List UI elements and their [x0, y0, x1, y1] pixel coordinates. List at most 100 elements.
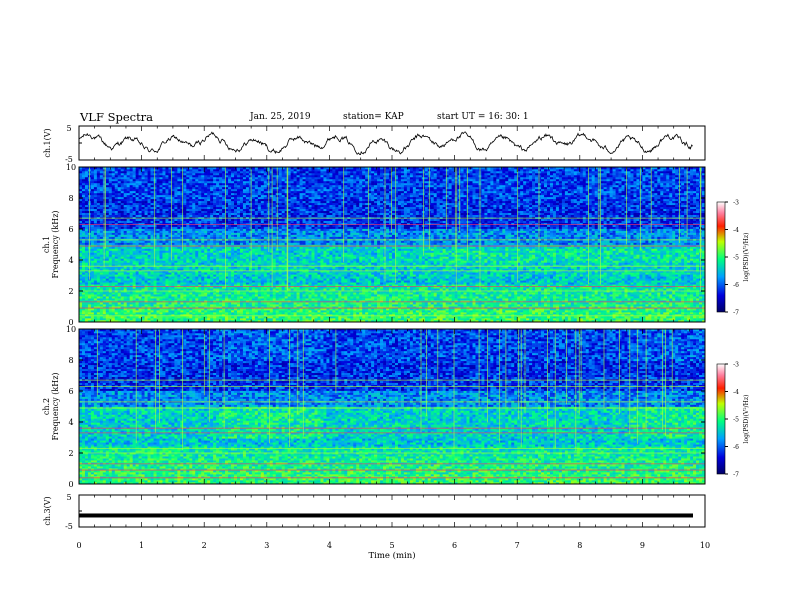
spectrogram-cell — [257, 274, 262, 277]
spectrogram-cell — [81, 318, 86, 321]
spectrogram-cell — [129, 316, 133, 319]
spectrogram-cell — [114, 168, 119, 172]
spectrogram-cell — [219, 230, 223, 233]
spectrogram-cell — [174, 176, 178, 180]
spectrogram-cell — [260, 167, 265, 170]
spectrogram-cell — [102, 230, 107, 233]
spectrogram-cell — [138, 298, 142, 301]
spectrogram-cell — [102, 198, 107, 202]
spectrogram-cell — [251, 210, 256, 214]
spectrogram-cell — [165, 270, 169, 273]
spectrogram-cell — [198, 206, 202, 210]
spectrogram-cell — [248, 302, 253, 305]
spectrogram-cell — [248, 194, 253, 198]
spectrogram-cell — [231, 194, 235, 198]
spectrogram-cell — [231, 262, 235, 265]
spectrogram-cell — [236, 202, 241, 206]
spectrogram-cell — [174, 172, 178, 176]
spectrogram-cell — [210, 312, 214, 315]
spectrogram-cell — [251, 296, 256, 299]
spectrogram-cell — [162, 190, 166, 194]
spectrogram-cell — [126, 180, 130, 184]
spectrogram-cell — [150, 246, 154, 249]
spectrogram-cell — [257, 234, 262, 237]
spectrogram-cell — [99, 202, 104, 206]
spectrogram-cell — [219, 274, 223, 277]
spectrogram-cell — [263, 246, 268, 249]
spectrogram-cell — [114, 260, 119, 263]
spectrogram-cell — [260, 318, 265, 321]
spectrogram-cell — [165, 308, 169, 311]
spectrogram-cell — [141, 182, 145, 186]
spectrogram-cell — [216, 264, 220, 267]
spectrogram-cell — [251, 302, 256, 305]
spectrogram-cell — [150, 190, 154, 194]
spectrogram-cell — [257, 170, 262, 174]
spectrogram-cell — [129, 174, 133, 178]
spectrogram-cell — [96, 174, 101, 178]
spectrogram-cell — [195, 308, 199, 311]
spectrogram-cell — [120, 264, 125, 267]
spectrogram-cell — [263, 236, 268, 239]
spectrogram-cell — [168, 282, 172, 285]
spectrogram-cell — [231, 182, 235, 186]
spectrogram-cell — [156, 308, 160, 311]
spectrogram-cell — [225, 236, 229, 239]
spectrogram-cell — [180, 284, 184, 287]
spectrogram-cell — [242, 240, 247, 243]
spectrogram-cell — [245, 198, 250, 202]
spectrogram-cell — [147, 244, 151, 247]
spectrogram-cell — [239, 182, 244, 186]
spectrogram-cell — [177, 184, 181, 188]
spectrogram-cell — [216, 204, 220, 208]
spectrogram-cell — [236, 314, 241, 317]
spectrogram-cell — [186, 204, 190, 208]
spectrogram-cell — [132, 310, 136, 313]
spectrogram-cell — [81, 302, 86, 305]
spectrogram-cell — [251, 288, 256, 291]
spectrogram-cell — [186, 316, 190, 319]
spectrogram-cell — [254, 266, 259, 269]
spectrogram-cell — [96, 232, 101, 235]
spectrogram-cell — [242, 212, 247, 215]
spectrogram-cell — [180, 240, 184, 243]
spectrogram-cell — [204, 316, 208, 319]
spectrogram-cell — [147, 256, 151, 259]
spectrogram-cell — [79, 178, 83, 182]
spectrogram-cell — [84, 167, 89, 170]
spectrogram-cell — [90, 304, 95, 307]
spectrogram-cell — [192, 180, 196, 184]
spectrogram-cell — [129, 246, 133, 249]
spectrogram-cell — [79, 298, 83, 301]
spectrogram-cell — [245, 190, 250, 194]
spectrogram-cell — [153, 214, 157, 217]
spectrogram-cell — [189, 246, 193, 249]
spectrogram-cell — [81, 292, 86, 295]
spectrogram-cell — [147, 312, 151, 315]
spectrogram-cell — [99, 182, 104, 186]
spectrogram-cell — [192, 200, 196, 204]
spectrogram-cell — [234, 174, 238, 178]
spectrogram-cell — [156, 278, 160, 281]
spectrogram-cell — [260, 212, 265, 215]
spectrogram-cell — [102, 302, 107, 305]
spectrogram-cell — [198, 288, 202, 291]
spectrogram-cell — [102, 296, 107, 299]
spectrogram-cell — [114, 174, 119, 178]
spectrogram-cell — [186, 318, 190, 321]
spectrogram-cell — [79, 266, 83, 269]
spectrogram-cell — [254, 180, 259, 184]
spectrogram-cell — [210, 224, 214, 227]
spectrogram-cell — [150, 167, 154, 170]
spectrogram-cell — [225, 234, 229, 237]
spectrogram-cell — [135, 246, 139, 249]
spectrogram-cell — [102, 282, 107, 285]
spectrogram-cell — [108, 228, 113, 231]
spectrogram-cell — [245, 304, 250, 307]
spectrogram-cell — [111, 244, 116, 247]
spectrogram-cell — [129, 306, 133, 309]
spectrogram-cell — [129, 294, 133, 297]
spectrogram-cell — [174, 298, 178, 301]
spectrogram-cell — [105, 292, 110, 295]
spectrogram-cell — [162, 222, 166, 225]
